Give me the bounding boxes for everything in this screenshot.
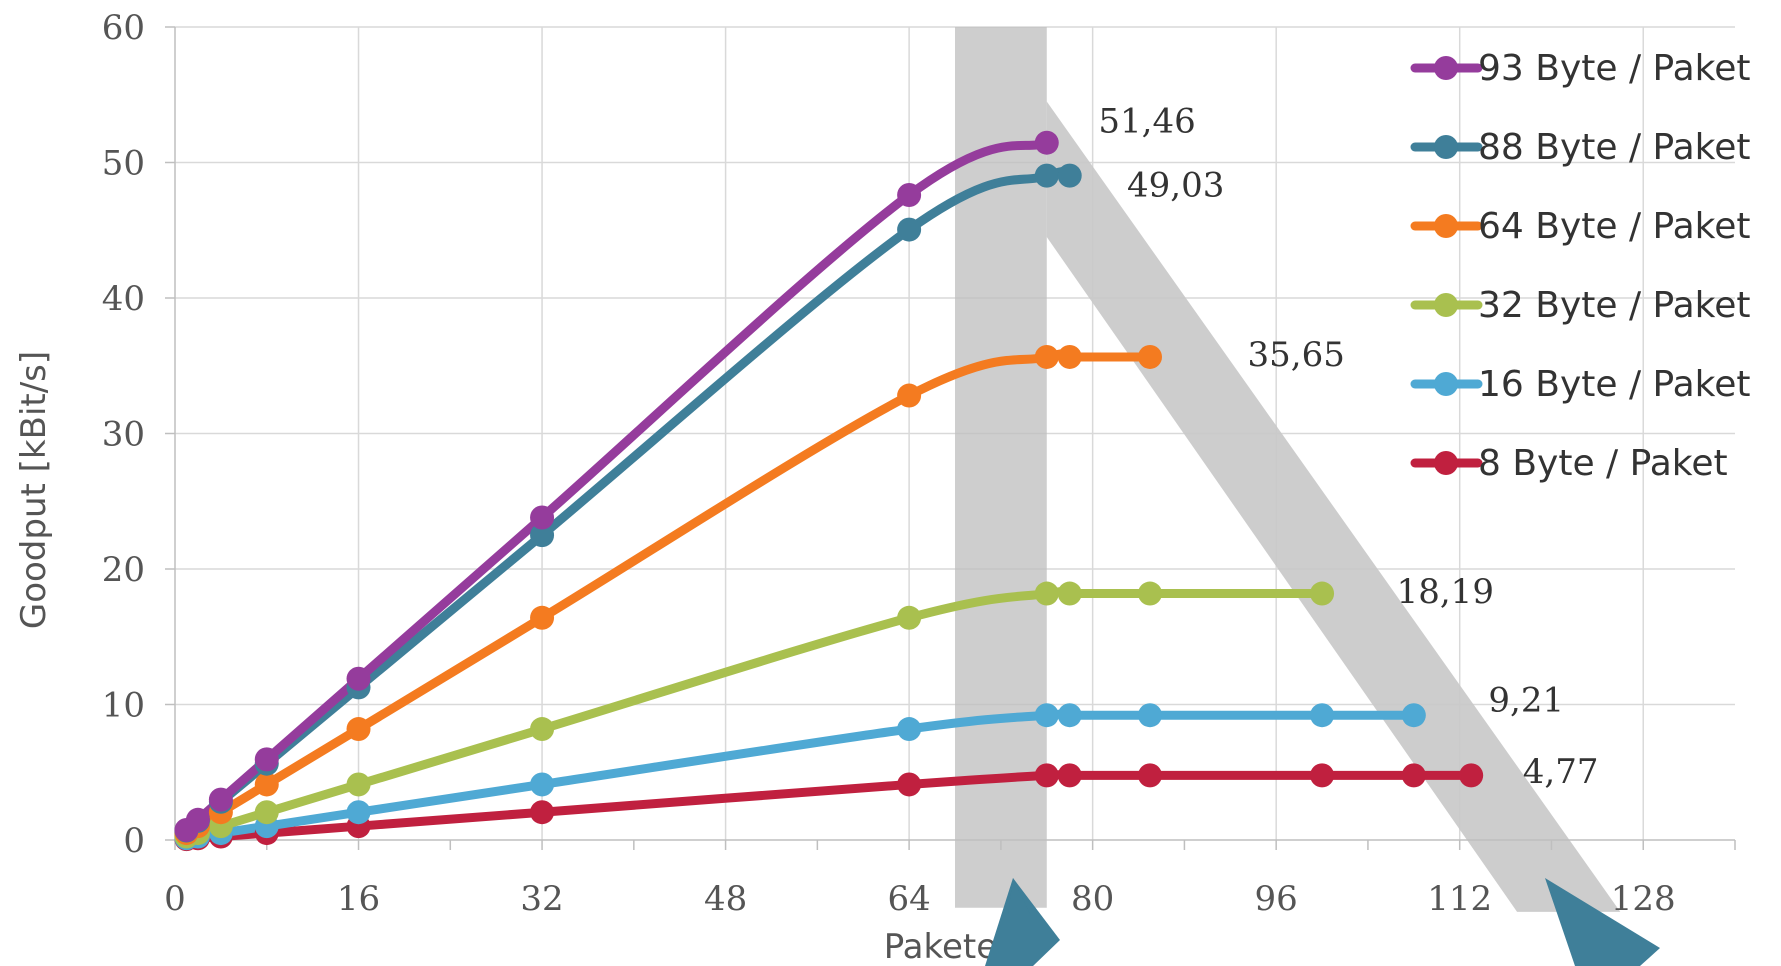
data-point: [254, 800, 279, 825]
data-point: [897, 717, 922, 742]
legend-label: 88 Byte / Paket: [1478, 127, 1751, 168]
legend-swatch-marker: [1434, 135, 1458, 159]
data-point: [1057, 581, 1082, 606]
data-point: [1057, 163, 1082, 188]
data-point: [1401, 763, 1426, 788]
y-tick-label: 40: [102, 279, 145, 319]
data-label: 49,03: [1127, 165, 1224, 205]
data-point: [1057, 763, 1082, 788]
highlight-band: [955, 27, 1047, 908]
callout-arrow-right: [1545, 878, 1660, 966]
data-point: [254, 747, 279, 772]
legend-swatch-marker: [1434, 293, 1458, 317]
y-tick-label: 20: [102, 550, 145, 590]
y-axis-title: Goodput [kBit/s]: [14, 351, 54, 629]
series-line: [181, 770, 1476, 844]
data-point: [1034, 130, 1059, 155]
data-label: 35,65: [1248, 335, 1345, 375]
x-tick-label: 16: [337, 879, 380, 919]
legend-label: 8 Byte / Paket: [1478, 443, 1728, 484]
x-tick-label: 128: [1611, 879, 1676, 919]
data-point: [346, 666, 371, 691]
data-point: [530, 605, 555, 630]
data-point: [185, 807, 210, 832]
callout-arrows: [985, 878, 1660, 966]
legend-label: 32 Byte / Paket: [1478, 285, 1751, 326]
series-line: [181, 709, 1419, 843]
data-point: [208, 787, 233, 812]
data-point: [897, 383, 922, 408]
y-tick-label: 60: [102, 8, 145, 48]
data-point: [1034, 763, 1059, 788]
data-point: [1310, 581, 1335, 606]
axes: 0 16 32 48 64 80 96 112 128 0 10 20 30 40 50 60: [102, 8, 1736, 919]
data-point: [1138, 581, 1162, 606]
data-point: [897, 217, 922, 242]
data-point: [346, 717, 371, 742]
y-tick-label: 50: [102, 144, 145, 184]
legend-swatch-marker: [1434, 451, 1458, 475]
data-point: [346, 772, 371, 797]
x-tick-label: 64: [887, 879, 930, 919]
series-points: [174, 130, 1484, 852]
data-point: [1034, 344, 1059, 369]
data-label: 18,19: [1397, 572, 1494, 612]
x-tick-label: 112: [1427, 879, 1492, 919]
data-point: [897, 605, 922, 630]
data-labels: 51,46 49,03 35,65 18,19 9,21 4,77: [1098, 102, 1598, 792]
data-point: [897, 772, 922, 797]
data-point: [530, 505, 555, 530]
data-point: [1034, 581, 1059, 606]
data-point: [1459, 763, 1484, 788]
x-tick-label: 80: [1071, 879, 1114, 919]
legend-swatch-marker: [1434, 56, 1458, 80]
data-point: [1310, 703, 1335, 728]
legend-label: 93 Byte / Paket: [1478, 48, 1751, 89]
data-point: [1034, 163, 1059, 188]
legend-swatch-marker: [1434, 214, 1458, 238]
data-point: [1138, 703, 1162, 728]
y-tick-label: 30: [102, 415, 145, 455]
highlight-overlay: [955, 27, 1621, 912]
data-point: [897, 183, 922, 208]
data-label: 51,46: [1098, 102, 1195, 142]
data-point: [346, 800, 371, 825]
highlight-diagonal: [1046, 101, 1621, 912]
data-label: 4,77: [1523, 752, 1599, 792]
y-tick-label: 10: [102, 686, 145, 726]
x-tick-label: 32: [520, 879, 563, 919]
data-point: [1138, 344, 1162, 369]
legend: 93 Byte / Paket 88 Byte / Paket 64 Byte / …: [1410, 48, 1751, 484]
x-tick-label: 48: [704, 879, 747, 919]
data-point: [530, 523, 555, 548]
legend-label: 64 Byte / Paket: [1478, 206, 1751, 247]
data-point: [1310, 763, 1335, 788]
data-point: [254, 772, 279, 797]
series-line: [181, 166, 1075, 836]
data-point: [530, 717, 555, 742]
data-point: [530, 800, 555, 825]
data-point: [1057, 703, 1082, 728]
callout-arrow-left: [985, 878, 1060, 966]
legend-label: 16 Byte / Paket: [1478, 364, 1751, 405]
data-point: [1057, 344, 1082, 369]
data-point: [1138, 763, 1162, 788]
data-point: [530, 772, 555, 797]
y-tick-label: 0: [123, 821, 145, 861]
data-point: [1034, 703, 1059, 728]
x-tick-label: 96: [1255, 879, 1298, 919]
data-label: 9,21: [1488, 680, 1564, 720]
callout-arrow-left-tip: [1008, 878, 1030, 914]
legend-swatch-marker: [1434, 372, 1458, 396]
x-tick-label: 0: [164, 879, 186, 919]
data-point: [1401, 703, 1426, 728]
